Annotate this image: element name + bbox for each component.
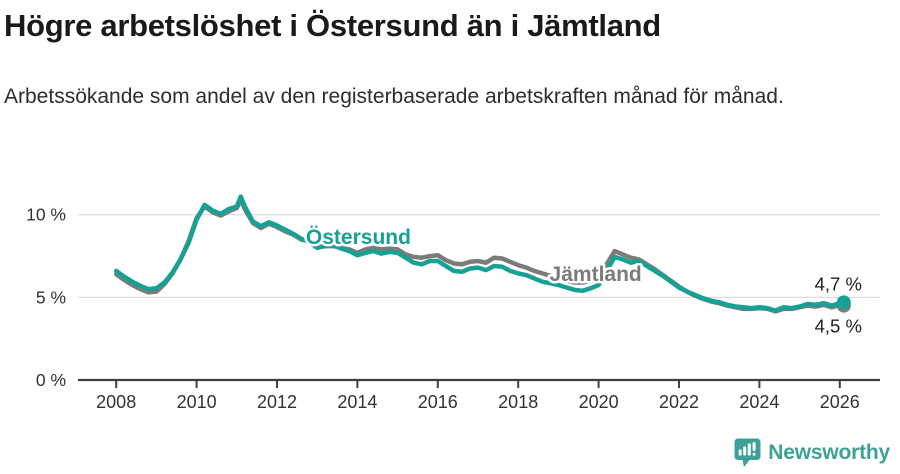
line-chart-canvas: 0 % 5 % 10 % 2008 2010 2012 2014 2016 2018 2020 20… <box>26 194 880 412</box>
line-chart: 0 % 5 % 10 % 2008 2010 2012 2014 2016 2018 2020 20… <box>0 155 900 425</box>
series-end-dot-0 <box>836 295 851 310</box>
x-tick-label-2014: 2014 <box>337 392 377 412</box>
x-tick-label-2020: 2020 <box>579 392 619 412</box>
x-tick-label-2022: 2022 <box>659 392 699 412</box>
y-tick-label-0: 0 % <box>36 370 66 390</box>
series-label-0: Östersund <box>306 226 411 249</box>
brand-footer: Newsworthy <box>734 438 890 468</box>
y-tick-label-10: 10 % <box>26 205 66 225</box>
x-tick-label-2016: 2016 <box>418 392 458 412</box>
brand-name: Newsworthy <box>768 441 890 464</box>
series-end-value-0: 4,7 % <box>815 273 862 294</box>
x-tick-label-2026: 2026 <box>820 392 860 412</box>
series-end-value-1: 4,5 % <box>815 315 862 336</box>
series-line-1 <box>113 197 847 314</box>
chart-title: Högre arbetslöshet i Östersund än i Jämt… <box>4 8 661 43</box>
y-tick-label-5: 5 % <box>36 287 66 307</box>
x-tick-label-2010: 2010 <box>177 392 217 412</box>
series-line-0 <box>113 194 847 313</box>
x-tick-label-2018: 2018 <box>498 392 538 412</box>
x-tick-label-2012: 2012 <box>257 392 297 412</box>
series-label-1: Jämtland <box>550 263 642 286</box>
newsworthy-logo-icon <box>734 438 761 468</box>
x-tick-label-2024: 2024 <box>739 392 779 412</box>
x-tick-label-2008: 2008 <box>96 392 136 412</box>
chart-subtitle: Arbetssökande som andel av den registerb… <box>4 85 784 108</box>
